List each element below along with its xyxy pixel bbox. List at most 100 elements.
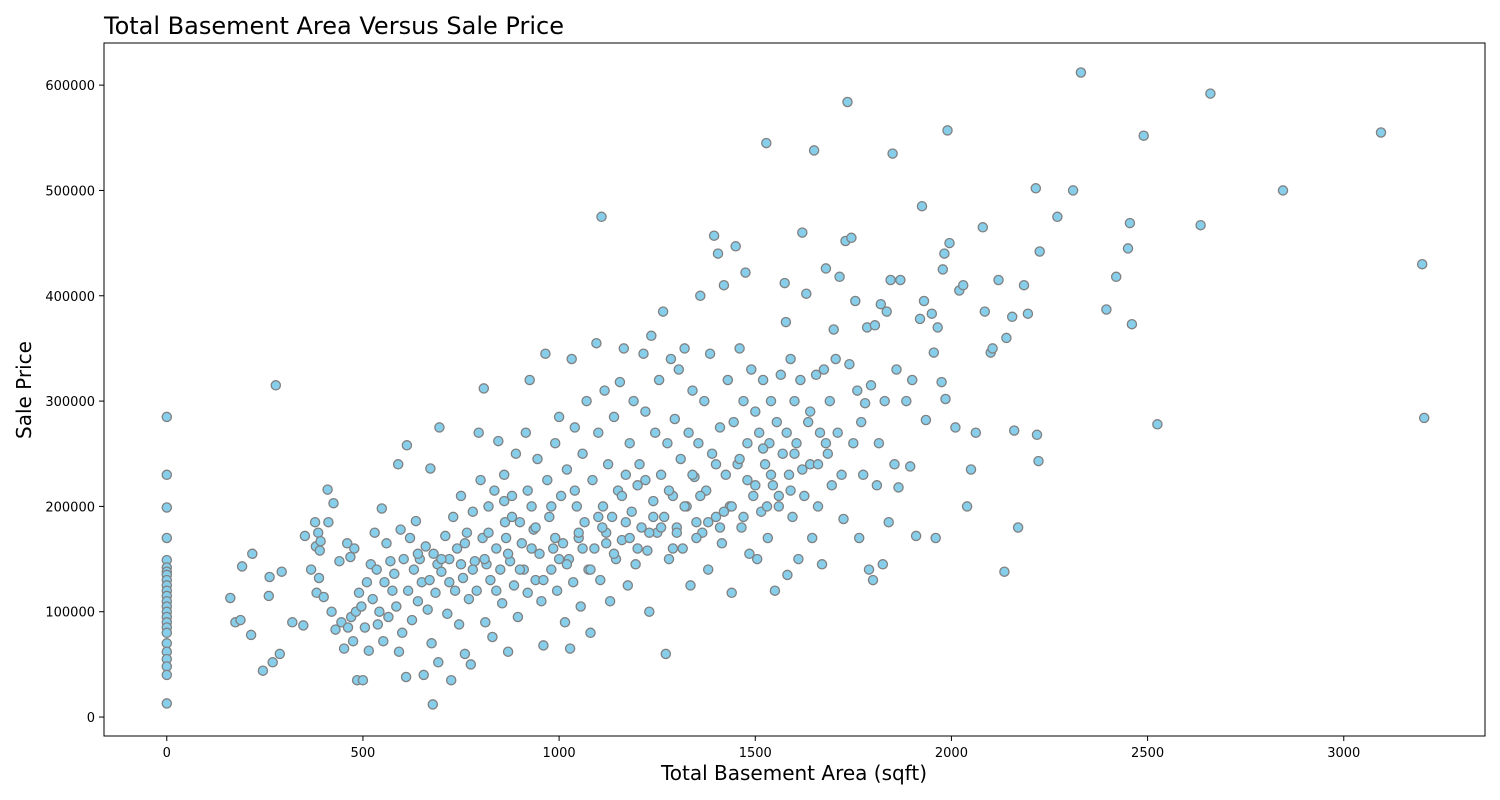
data-point: [387, 585, 398, 596]
y-axis-label: Sale Price: [12, 341, 36, 439]
data-point: [522, 587, 533, 599]
data-point: [663, 485, 675, 496]
data-point: [671, 527, 683, 538]
data-point: [500, 532, 512, 544]
data-point: [708, 230, 720, 241]
data-point: [944, 237, 955, 249]
data-point: [720, 469, 732, 481]
data-point: [326, 606, 337, 617]
data-point: [478, 383, 490, 394]
data-point: [765, 395, 777, 407]
data-point: [873, 437, 885, 449]
data-point: [412, 595, 424, 607]
data-point: [538, 640, 549, 651]
data-point: [1126, 318, 1138, 330]
data-point: [785, 485, 796, 496]
data-point: [389, 568, 400, 580]
data-point: [920, 414, 932, 426]
data-point: [313, 572, 325, 584]
data-point: [480, 617, 491, 628]
data-point: [422, 604, 433, 615]
data-point: [814, 427, 826, 438]
data-point: [759, 459, 771, 470]
x-axis-ticks: 0 500 1000 1500 2000 2500 3000: [163, 736, 1360, 761]
data-point: [765, 469, 777, 481]
data-point: [1022, 308, 1034, 319]
data-point: [453, 619, 465, 630]
data-point: [1110, 271, 1122, 283]
data-point: [789, 395, 800, 407]
data-point: [520, 427, 532, 438]
data-point: [445, 674, 457, 686]
data-point: [274, 648, 286, 660]
data-point: [514, 516, 526, 528]
data-point: [742, 474, 753, 486]
data-point: [687, 469, 698, 481]
data-point: [595, 574, 606, 586]
data-point: [430, 587, 441, 599]
data-point: [225, 592, 236, 604]
data-point: [1122, 243, 1134, 254]
data-point: [547, 543, 559, 554]
y-tick-label: 0: [87, 711, 95, 726]
data-point: [820, 437, 832, 449]
data-point: [677, 543, 688, 554]
x-tick-label: 1000: [543, 746, 576, 761]
data-point: [626, 506, 637, 517]
data-point: [323, 516, 334, 528]
data-point: [593, 427, 604, 438]
data-point: [161, 698, 173, 709]
data-point: [363, 645, 375, 656]
data-point: [818, 364, 830, 375]
data-point: [761, 137, 772, 149]
data-point: [549, 437, 561, 449]
data-point: [161, 669, 173, 681]
data-point: [685, 580, 696, 591]
data-point: [863, 564, 875, 575]
data-point: [726, 587, 737, 599]
data-point: [526, 501, 537, 512]
data-point: [577, 448, 588, 459]
data-point: [402, 585, 414, 596]
data-point: [161, 469, 173, 481]
data-point: [381, 538, 392, 549]
data-point: [1052, 211, 1063, 223]
data-point: [832, 427, 843, 438]
data-point: [1416, 258, 1428, 270]
data-point: [879, 395, 890, 407]
data-point: [315, 535, 326, 547]
data-point: [738, 511, 749, 523]
data-point: [408, 564, 420, 575]
data-point: [869, 320, 881, 331]
data-point: [425, 463, 436, 474]
data-point: [553, 411, 565, 423]
data-point: [1124, 217, 1136, 229]
data-point: [777, 448, 788, 459]
data-point: [604, 595, 616, 607]
data-point: [618, 343, 630, 354]
data-point: [426, 638, 437, 649]
data-point: [475, 474, 486, 486]
data-point: [526, 543, 537, 554]
data-point: [961, 501, 973, 512]
y-tick-label: 300000: [45, 395, 95, 410]
data-point: [585, 627, 596, 639]
data-point: [767, 480, 779, 491]
data-point: [679, 343, 690, 354]
data-point: [632, 543, 643, 554]
data-point: [624, 437, 635, 449]
data-point: [391, 601, 402, 612]
data-point: [640, 406, 651, 417]
data-point: [901, 395, 912, 407]
data-point: [473, 427, 484, 438]
data-point: [378, 635, 389, 647]
data-point: [546, 501, 557, 512]
data-point: [591, 337, 602, 349]
data-point: [734, 453, 745, 465]
data-point: [561, 559, 573, 570]
data-point: [762, 532, 774, 544]
data-point: [555, 490, 567, 502]
x-tick-label: 1500: [739, 746, 772, 761]
data-point: [440, 530, 451, 542]
